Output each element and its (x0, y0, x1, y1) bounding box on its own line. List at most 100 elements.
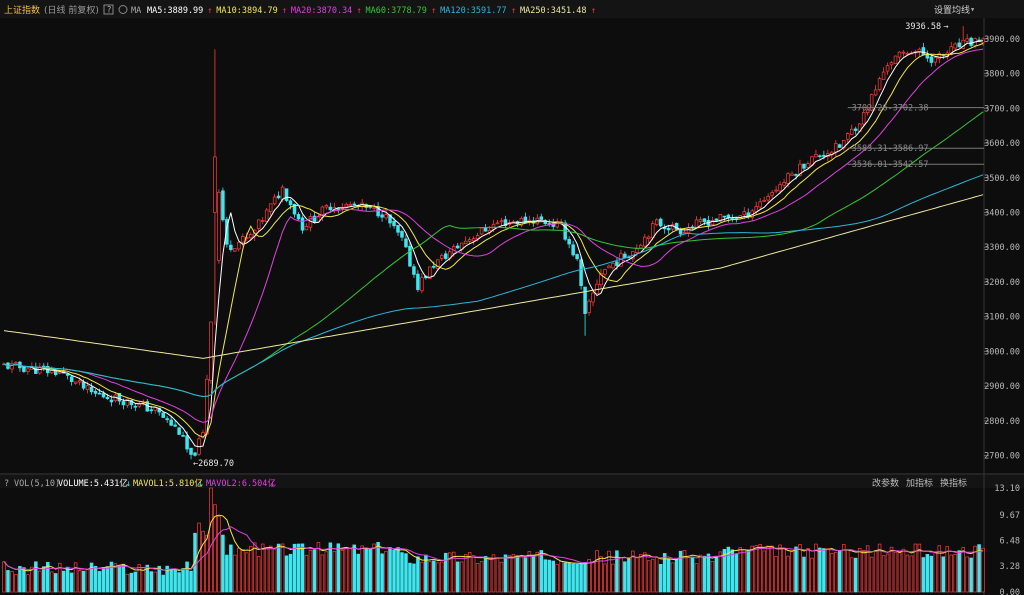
volume-bar (949, 554, 953, 593)
volume-bar (515, 555, 520, 593)
volume-bar (535, 551, 540, 593)
volume-bar (18, 566, 22, 593)
volume-bar (945, 546, 949, 593)
help-icon[interactable] (103, 4, 114, 15)
volume-bar (575, 563, 579, 593)
volume-bar (623, 561, 627, 593)
volume-bar (225, 554, 229, 593)
volume-bar (165, 565, 169, 593)
volume-bar (141, 567, 146, 593)
candle-body (714, 218, 719, 221)
volume-button-0[interactable]: 改参数 (872, 477, 899, 489)
header-bar (0, 0, 1024, 18)
volume-bar (806, 548, 810, 593)
volume-bar (595, 550, 599, 593)
candle-body (149, 409, 154, 412)
volume-bar (957, 550, 961, 593)
ma-arrow-up-icon: ↑ (431, 6, 436, 16)
volume-bar (547, 559, 551, 593)
volume-bar (893, 551, 898, 593)
volume-bar (237, 547, 241, 593)
candle-body (611, 263, 615, 269)
volume-bar (503, 554, 508, 593)
volume-bar (125, 573, 130, 593)
candle-body (953, 43, 957, 49)
candle-body (256, 219, 261, 229)
page-title: 上证指数 (4, 4, 40, 16)
price-axis-label: 3300.00 (984, 243, 1020, 253)
volume-bar (213, 504, 217, 593)
volume-bar (826, 548, 830, 593)
candle-body (471, 238, 476, 242)
gap-label: 3702.26-3702.38 (852, 104, 929, 114)
volume-button-1[interactable]: 加指标 (906, 477, 933, 489)
price-axis-label: 2900.00 (984, 382, 1020, 392)
candle-body (591, 292, 595, 303)
mavol1-value: MAVOL1:5.810亿 (133, 478, 203, 489)
candle-body (324, 205, 329, 208)
volume-bar (34, 561, 38, 593)
volume-bar (117, 565, 122, 593)
candle-body (404, 238, 408, 248)
candle-body (57, 371, 62, 374)
candle-body (957, 42, 961, 48)
ma-arrow-up-icon: ↑ (591, 6, 596, 16)
volume-bar (662, 553, 667, 593)
volume-bar (316, 542, 321, 593)
volume-bar (830, 552, 834, 593)
arrow-down-icon: ↓ (126, 479, 131, 489)
volume-bar (249, 546, 253, 593)
gap-label: 3583.31-3586.97 (852, 144, 929, 154)
volume-bar (324, 551, 329, 593)
volume-bar (455, 561, 460, 593)
settings-ma-button[interactable]: 设置均线 (934, 4, 970, 16)
volume-bar (57, 562, 62, 593)
candle-body (929, 56, 934, 63)
candle-body (217, 191, 221, 261)
candle-body (869, 94, 874, 111)
volume-bar (380, 553, 384, 593)
volume-bar (241, 549, 245, 593)
volume-bar (889, 546, 894, 593)
volume-bar (845, 549, 850, 593)
volume-bar (905, 554, 910, 593)
volume-bar (531, 554, 536, 593)
candle-body (694, 219, 699, 228)
volume-button-2[interactable]: 换指标 (940, 477, 967, 489)
candle-body (961, 39, 965, 49)
volume-help-icon[interactable]: ? (4, 479, 9, 489)
candle-body (455, 245, 460, 249)
candle-body (348, 204, 353, 206)
volume-bar (352, 544, 356, 593)
candle-body (686, 227, 691, 234)
volume-bar (877, 543, 882, 593)
volume-bar (973, 545, 977, 593)
ma-arrow-up-icon: ↑ (357, 6, 362, 16)
candle-body (300, 217, 305, 231)
volume-bar (702, 555, 707, 593)
candle-body (595, 283, 599, 294)
volume-bar (670, 562, 675, 593)
ma-label: MA (131, 6, 141, 16)
volume-bar (901, 548, 906, 593)
volume-bar (145, 564, 150, 593)
candle-body (181, 435, 185, 437)
volume-bar (408, 562, 412, 593)
candle-body (268, 203, 273, 213)
candle-body (69, 376, 74, 382)
volume-bar (10, 571, 14, 593)
chevron-down-icon[interactable]: ▾ (970, 5, 975, 15)
volume-bar (969, 557, 973, 593)
candle-body (272, 196, 277, 205)
arrow-down-icon: ↓ (198, 479, 203, 489)
candle-body (26, 368, 30, 372)
volume-bar (53, 573, 58, 593)
volume-bar (81, 570, 86, 593)
volume-bar (961, 547, 965, 593)
candle-body (432, 265, 436, 268)
candle-body (10, 363, 14, 370)
volume-bar (714, 556, 719, 593)
candle-body (105, 397, 110, 400)
gear-icon[interactable] (118, 5, 128, 14)
